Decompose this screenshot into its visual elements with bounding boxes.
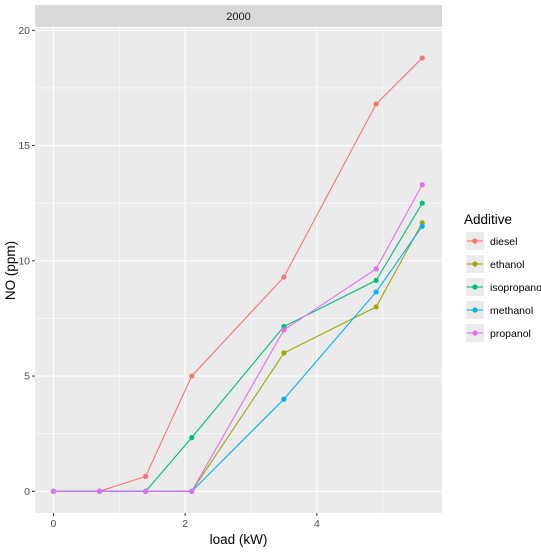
facet-strip [35, 5, 442, 27]
data-point-ethanol [373, 304, 379, 310]
legend-label-methanol: methanol [490, 305, 533, 317]
data-point-isopropanol [373, 277, 379, 284]
x-axis-title: load (kW) [210, 532, 268, 547]
data-point-ethanol [281, 350, 287, 356]
y-tick-label: 0 [24, 486, 30, 498]
data-point-methanol [281, 396, 287, 402]
y-tick-label: 15 [18, 140, 30, 152]
data-point-methanol [373, 289, 379, 295]
legend: Additive diesel ethanol isopropanol methano… [464, 212, 541, 342]
data-point-propanol [96, 488, 103, 494]
data-point-methanol [419, 223, 425, 229]
data-point-propanol [143, 488, 149, 494]
legend-label-isopropanol: isopropanol [490, 282, 541, 294]
facet-label: 2000 [226, 11, 250, 23]
legend-key-point [472, 307, 478, 313]
series-layer [50, 55, 425, 494]
data-point-propanol [281, 327, 287, 333]
legend-label-ethanol: ethanol [490, 259, 524, 271]
x-tick-label: 2 [182, 518, 188, 530]
data-point-propanol [50, 488, 57, 494]
data-point-isopropanol [419, 200, 425, 206]
data-point-diesel [189, 373, 195, 379]
y-axis-title: NO (ppm) [3, 241, 18, 300]
legend-key-point [472, 261, 478, 267]
axis-layer: 0 2 4 0 5 10 15 20 [18, 25, 320, 530]
y-tick-label: 20 [18, 25, 30, 37]
legend-key-point [472, 330, 478, 336]
grid-lines [35, 28, 442, 513]
y-tick-label: 10 [18, 255, 30, 267]
legend-label-propanol: propanol [490, 328, 531, 340]
data-point-diesel [419, 55, 425, 61]
y-tick-label: 5 [24, 371, 30, 383]
data-point-propanol [419, 182, 425, 188]
data-point-propanol [189, 488, 195, 494]
data-point-diesel [281, 274, 287, 280]
legend-key-point [472, 284, 478, 290]
data-point-diesel [373, 101, 379, 107]
legend-title: Additive [464, 212, 512, 227]
x-tick-label: 0 [51, 518, 57, 530]
data-point-isopropanol [189, 435, 195, 441]
x-tick-label: 4 [314, 518, 320, 530]
data-point-propanol [373, 266, 379, 272]
data-point-diesel [143, 473, 149, 479]
plot-panel [35, 28, 442, 513]
legend-label-diesel: diesel [490, 236, 517, 248]
legend-key-point [472, 238, 478, 244]
